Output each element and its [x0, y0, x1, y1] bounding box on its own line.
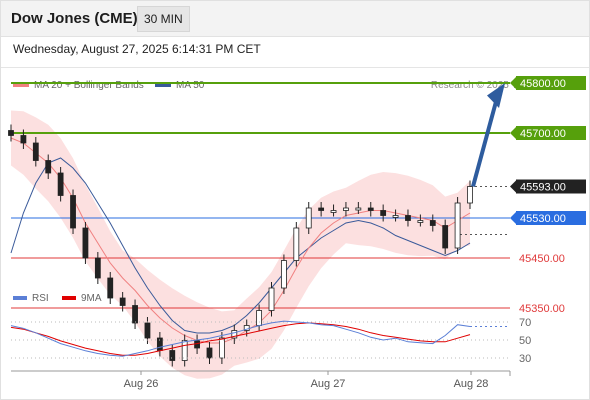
level-tag-notch — [510, 76, 517, 90]
candle-down — [206, 347, 213, 359]
candle-down — [32, 142, 39, 161]
level-tag — [516, 76, 586, 90]
legend-rsi: RSI — [13, 293, 49, 304]
rsi-tick-50: 50 — [519, 335, 531, 347]
level-text: 45350.00 — [519, 303, 565, 315]
candle-down — [70, 195, 76, 229]
level-tag-notch — [510, 211, 517, 225]
legend-ma20-bb: MA 20 + Bollinger Bands — [13, 80, 144, 91]
ma20-swatch — [13, 83, 29, 88]
ma9-swatch — [62, 296, 76, 301]
legend-ma20-label: MA 20 + Bollinger Bands — [34, 80, 144, 91]
level-label-45350.00: 45350.00 — [519, 303, 565, 315]
candle-up — [467, 186, 473, 204]
level-label-45800.00: 45800.00 — [510, 76, 586, 90]
candle-up — [281, 260, 287, 289]
candle-down — [45, 160, 52, 174]
level-label-45593.00: 45593.00 — [510, 179, 586, 194]
legend-9ma-label: 9MA — [81, 293, 102, 304]
candle-down — [57, 172, 64, 196]
level-tag — [516, 211, 586, 225]
level-text: 45450.00 — [519, 253, 565, 265]
legend-9ma: 9MA — [62, 293, 102, 304]
candle-up — [454, 202, 461, 249]
candle-up — [218, 337, 225, 359]
rsi-9ma-line — [10, 322, 471, 356]
level-label-45700.00: 45700.00 — [510, 126, 586, 140]
level-text: 45530.00 — [520, 213, 566, 225]
level-tag-notch — [510, 126, 517, 140]
bollinger-band — [11, 110, 470, 379]
level-tag — [516, 126, 586, 140]
candle-up — [231, 330, 238, 339]
rsi-swatch — [13, 296, 27, 301]
legend-ma50-label: MA 50 — [176, 80, 205, 91]
forecast-arrow-head — [487, 83, 505, 108]
candle-down — [82, 227, 89, 259]
candle-down — [94, 257, 101, 279]
level-text: 45593.00 — [520, 182, 566, 194]
candle-down — [380, 210, 387, 216]
candle-up — [355, 207, 362, 211]
level-text: 45700.00 — [520, 128, 566, 140]
candle-up — [181, 340, 188, 361]
candle-down — [20, 135, 27, 144]
candle-down — [132, 305, 138, 324]
rsi-tick-70: 70 — [519, 317, 531, 329]
rsi-line — [10, 320, 471, 357]
research-credit: Research © 2025 Trading Central — [430, 80, 580, 91]
ma50-line — [10, 157, 471, 334]
rsi-tick-30: 30 — [519, 353, 531, 365]
candle-up — [293, 227, 300, 261]
candle-down — [169, 350, 176, 361]
candle-down — [107, 277, 114, 299]
x-tick-label: Aug 27 — [311, 378, 346, 390]
candle-up — [305, 207, 312, 229]
ma20-line — [10, 137, 471, 344]
level-label-45450.00: 45450.00 — [519, 253, 565, 265]
header-bar: Dow Jones (CME) 30 MIN — [0, 0, 590, 37]
candle-up — [256, 310, 263, 326]
timestamp: Wednesday, August 27, 2025 6:14:31 PM CE… — [13, 42, 261, 56]
ma50-swatch — [155, 83, 171, 88]
candle-up — [330, 210, 337, 213]
candle-down — [8, 130, 14, 136]
candle-up — [268, 287, 275, 311]
candle-up — [417, 220, 424, 223]
level-text: 45800.00 — [520, 78, 566, 90]
x-tick-label: Aug 26 — [124, 378, 159, 390]
level-label-45530.00: 45530.00 — [510, 211, 586, 225]
legend-ma50: MA 50 — [155, 80, 204, 91]
candle-up — [392, 215, 399, 218]
candle-down — [429, 220, 436, 226]
level-tag — [516, 179, 586, 194]
divider — [0, 67, 590, 68]
candle-down — [405, 215, 411, 221]
timeframe-selector[interactable]: 30 MIN — [137, 6, 190, 32]
candle-down — [367, 207, 374, 211]
x-tick-label: Aug 28 — [454, 378, 489, 390]
instrument-title: Dow Jones (CME) — [11, 10, 138, 27]
forecast-arrow-shaft — [471, 97, 499, 188]
level-tag-notch — [510, 179, 517, 194]
candle-down — [144, 322, 151, 339]
candle-up — [343, 207, 349, 211]
candle-down — [442, 225, 449, 249]
candle-down — [318, 207, 325, 211]
rsi-panel: 70 50 30 — [10, 317, 531, 365]
legend-rsi-label: RSI — [32, 293, 49, 304]
candle-down — [119, 297, 126, 306]
